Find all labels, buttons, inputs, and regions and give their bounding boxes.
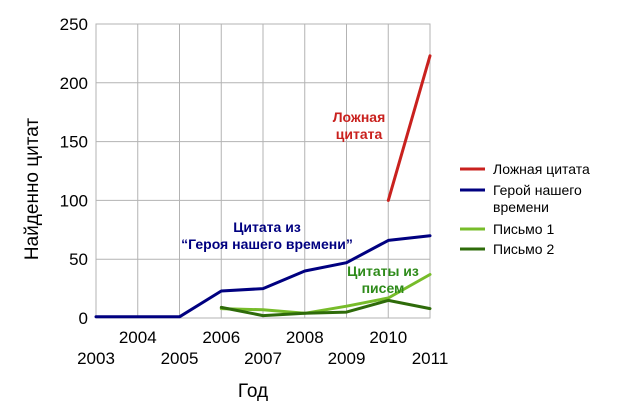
- y-tick-labels: 0 50 100 150 200 250: [60, 15, 88, 328]
- x-tick-label: 2011: [412, 349, 449, 368]
- y-tick-label: 150: [60, 133, 88, 152]
- series-lines: [94, 54, 432, 319]
- annotation-label: Цитаты из: [347, 263, 419, 279]
- plot-frame: [95, 23, 431, 319]
- series-line: [219, 298, 432, 318]
- x-tick-label: 2004: [119, 328, 157, 347]
- legend-label-line: времени: [493, 199, 549, 215]
- y-tick-label: 100: [60, 191, 88, 210]
- x-tick-label: 2005: [161, 349, 199, 368]
- series-line: [386, 54, 432, 202]
- series-line: [219, 273, 432, 315]
- x-tick-label: 2008: [286, 328, 324, 347]
- series-line: [94, 234, 432, 319]
- x-tick-label: 2007: [244, 349, 282, 368]
- annotation-label: “Героя нашего времени”: [181, 236, 353, 252]
- legend-label: Письмо 1: [493, 221, 554, 237]
- annotation-label: Ложная: [333, 109, 386, 125]
- y-tick-label: 0: [79, 309, 88, 328]
- y-axis-title: Найденно цитат: [22, 118, 43, 261]
- annotation-label: писем: [362, 280, 405, 296]
- legend-label-line: Герой нашего: [493, 182, 582, 198]
- legend-label: Письмо 2: [493, 241, 554, 257]
- grid-lines: [96, 24, 430, 318]
- legend-label: Ложная цитата: [493, 161, 590, 177]
- x-tick-label: 2003: [77, 349, 115, 368]
- x-tick-label: 2006: [202, 328, 240, 347]
- legend: Ложная цитата Герой нашего времени Письмо 1…: [460, 161, 590, 257]
- y-tick-label: 250: [60, 15, 88, 34]
- y-tick-label: 50: [69, 250, 88, 269]
- legend-label: Герой нашего времени: [493, 182, 582, 215]
- x-axis-title: Год: [238, 381, 268, 402]
- x-tick-label: 2009: [328, 349, 366, 368]
- annotation-label: Цитата из: [233, 219, 301, 235]
- y-tick-label: 200: [60, 74, 88, 93]
- x-tick-label: 2010: [369, 328, 407, 347]
- annotation-label: цитата: [336, 126, 383, 142]
